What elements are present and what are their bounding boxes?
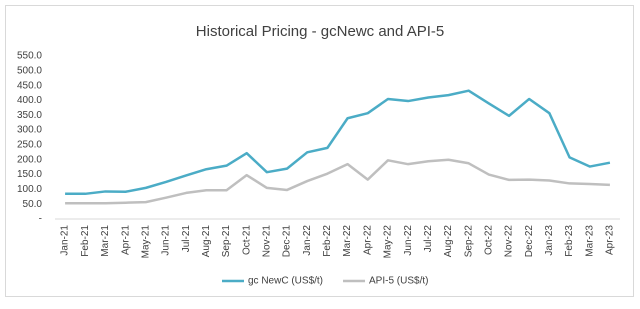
x-tick-label: Sep-22 xyxy=(463,225,474,258)
x-tick-label: Aug-22 xyxy=(443,225,454,258)
legend-label: gc NewC (US$/t) xyxy=(248,276,323,287)
x-tick-label: May-21 xyxy=(140,225,151,259)
y-tick-label: 200.0 xyxy=(17,154,42,165)
y-tick-label: 350.0 xyxy=(17,110,42,121)
x-tick-label: Feb-21 xyxy=(80,225,91,257)
x-tick-label: Nov-22 xyxy=(504,225,515,258)
x-tick-label: Mar-22 xyxy=(342,225,353,257)
x-tick-label: Aug-21 xyxy=(201,225,212,258)
x-tick-label: Mar-23 xyxy=(584,225,595,257)
x-tick-label: Sep-21 xyxy=(221,225,232,258)
x-tick-label: Dec-21 xyxy=(282,225,293,258)
y-tick-label: 100.0 xyxy=(17,184,42,195)
x-tick-label: Jun-22 xyxy=(403,225,414,256)
chart-border xyxy=(5,5,634,297)
legend-label: API-5 (US$/t) xyxy=(369,276,428,287)
x-tick-label: Apr-21 xyxy=(120,225,131,255)
x-tick-label: Dec-22 xyxy=(524,225,535,258)
x-tick-label: Jul-21 xyxy=(181,225,192,253)
x-tick-label: Jan-22 xyxy=(302,225,313,256)
y-tick-label: 150.0 xyxy=(17,169,42,180)
y-tick-label: 250.0 xyxy=(17,140,42,151)
x-tick-label: Jan-21 xyxy=(60,225,71,256)
x-tick-label: Jun-21 xyxy=(161,225,172,256)
y-tick-label: 500.0 xyxy=(17,65,42,76)
x-tick-label: May-22 xyxy=(383,225,394,259)
x-tick-label: Oct-21 xyxy=(241,225,252,255)
y-tick-label: 550.0 xyxy=(17,51,42,62)
series-line xyxy=(65,89,611,196)
series-line xyxy=(65,158,610,205)
y-tick-label: 400.0 xyxy=(17,95,42,106)
x-tick-label: Feb-22 xyxy=(322,225,333,257)
y-tick-label: 450.0 xyxy=(17,80,42,91)
y-tick-label: 300.0 xyxy=(17,125,42,136)
x-tick-label: Mar-21 xyxy=(100,225,111,257)
x-tick-label: Feb-23 xyxy=(564,225,575,257)
x-tick-label: Jan-23 xyxy=(544,225,555,256)
y-tick-label: 50.0 xyxy=(23,199,43,210)
x-tick-label: Nov-21 xyxy=(262,225,273,258)
y-tick-label: - xyxy=(39,214,42,225)
x-tick-label: Oct-22 xyxy=(483,225,494,255)
chart-title: Historical Pricing - gcNewc and API-5 xyxy=(196,23,444,40)
x-tick-label: Apr-23 xyxy=(605,225,616,255)
x-tick-label: Jul-22 xyxy=(423,225,434,253)
x-tick-label: Apr-22 xyxy=(362,225,373,255)
